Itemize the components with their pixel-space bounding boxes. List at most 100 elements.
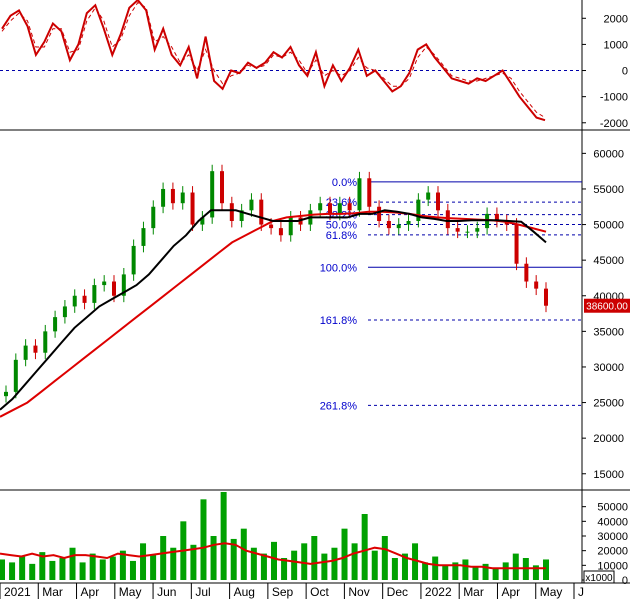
volume-bar [361,514,368,580]
candle-body [239,210,244,221]
volume-bar [271,541,277,580]
y-tick-label: 35000 [593,326,624,338]
volume-bar [19,556,26,580]
candle-body [53,317,58,332]
x-tick-label: Jun [157,585,176,599]
y-tick-label: 45000 [593,255,624,267]
volume-bar [210,536,217,580]
candle-body [259,199,264,225]
candle-body [534,281,539,289]
fibonacci-label: 0.0% [332,177,357,189]
candle-body [278,228,283,236]
candle-body [249,199,254,211]
y-tick-label: 40000 [597,516,628,528]
volume-moving-average [0,542,546,570]
candle-body [4,391,8,397]
volume-bar [391,558,398,580]
volume-unit-box [583,570,615,584]
y-tick-label: 50000 [593,220,624,232]
candle-body [426,192,431,200]
candle-body [92,285,97,303]
candle-body [121,274,126,296]
fibonacci-label: 61.8% [326,230,357,242]
moving-average-red [0,210,547,418]
candle-body [33,345,38,353]
candle-body [102,281,107,286]
candle-body [377,206,382,221]
volume-bar [462,559,469,580]
x-tick-label: J [578,585,584,599]
volume-bar [351,543,358,580]
candle-body [200,217,205,225]
y-tick-label: 0 [622,575,628,587]
candle-body [43,331,48,353]
candle-body [112,281,116,296]
fibonacci-label: 261.8% [320,400,358,412]
x-tick-label: 2021 [4,585,31,599]
candle-body [288,217,293,236]
panel-frames [0,0,630,584]
volume-bar [442,565,449,580]
y-tick-label: 1000 [604,39,628,51]
volume-bar [49,560,56,580]
volume-bar [311,536,318,580]
volume-bar [412,543,419,580]
candle-body [367,178,372,207]
volume-bar [69,547,76,580]
y-tick-label: 20000 [597,546,628,558]
volume-bar [150,555,157,580]
x-tick-label: May [540,585,563,599]
volume-bar [230,538,237,580]
y-tick-label: 30000 [593,362,624,374]
volume-panel: 50000 40000 30000 20000 10000 0 x1000 [0,492,628,587]
volume-bar [401,553,408,580]
candle-body [416,199,421,221]
volume-bar [79,562,86,580]
y-tick-label: 30000 [597,531,628,543]
volume-bar [129,560,136,580]
x-tick-label: Nov [348,585,369,599]
candle-body [82,295,87,303]
y-tick-label: -1000 [600,92,628,104]
candle-body [357,178,362,211]
y-tick-label: 20000 [593,433,624,445]
volume-bar [220,492,227,580]
volume-bar [0,559,5,580]
oscillator-signal-line [1,1,546,119]
volume-bar [492,568,499,580]
volume-bar [240,528,247,580]
volume-bar [472,566,479,580]
candle-body [210,171,215,218]
y-tick-label: -2000 [600,118,628,130]
volume-bar [109,556,116,580]
candle-body [229,203,234,221]
volume-bar [89,553,96,580]
candle-body [23,345,28,360]
volume-bar [371,550,378,580]
x-tick-label: Apr [501,585,520,599]
oscillator-panel: 2000 1000 0 -1000 -2000 [0,0,628,130]
volume-bar [170,547,177,580]
volume-bar [331,547,338,580]
candle-body [62,306,67,318]
y-tick-label: 10000 [597,560,628,572]
y-tick-label: 15000 [593,469,624,481]
candle-body [436,192,440,211]
fibonacci-label: 100.0% [320,262,358,274]
candle-body [190,192,195,225]
volume-bar [512,553,519,580]
volume-bar [200,499,207,580]
volume-bar [99,559,106,580]
x-axis: 2021 Mar Apr May Jun Jul Aug Sep Oct Nov Dec 2022 Ma… [0,583,584,599]
volume-bar [321,553,328,580]
volume-bar [160,536,167,580]
volume-bar [452,562,459,580]
candle-body [465,231,470,233]
volume-bar [281,558,288,580]
candle-body [386,221,391,229]
x-tick-label: May [119,585,142,599]
volume-bar [190,544,197,580]
volume-bar [59,558,66,580]
y-tick-label: 25000 [593,398,624,410]
